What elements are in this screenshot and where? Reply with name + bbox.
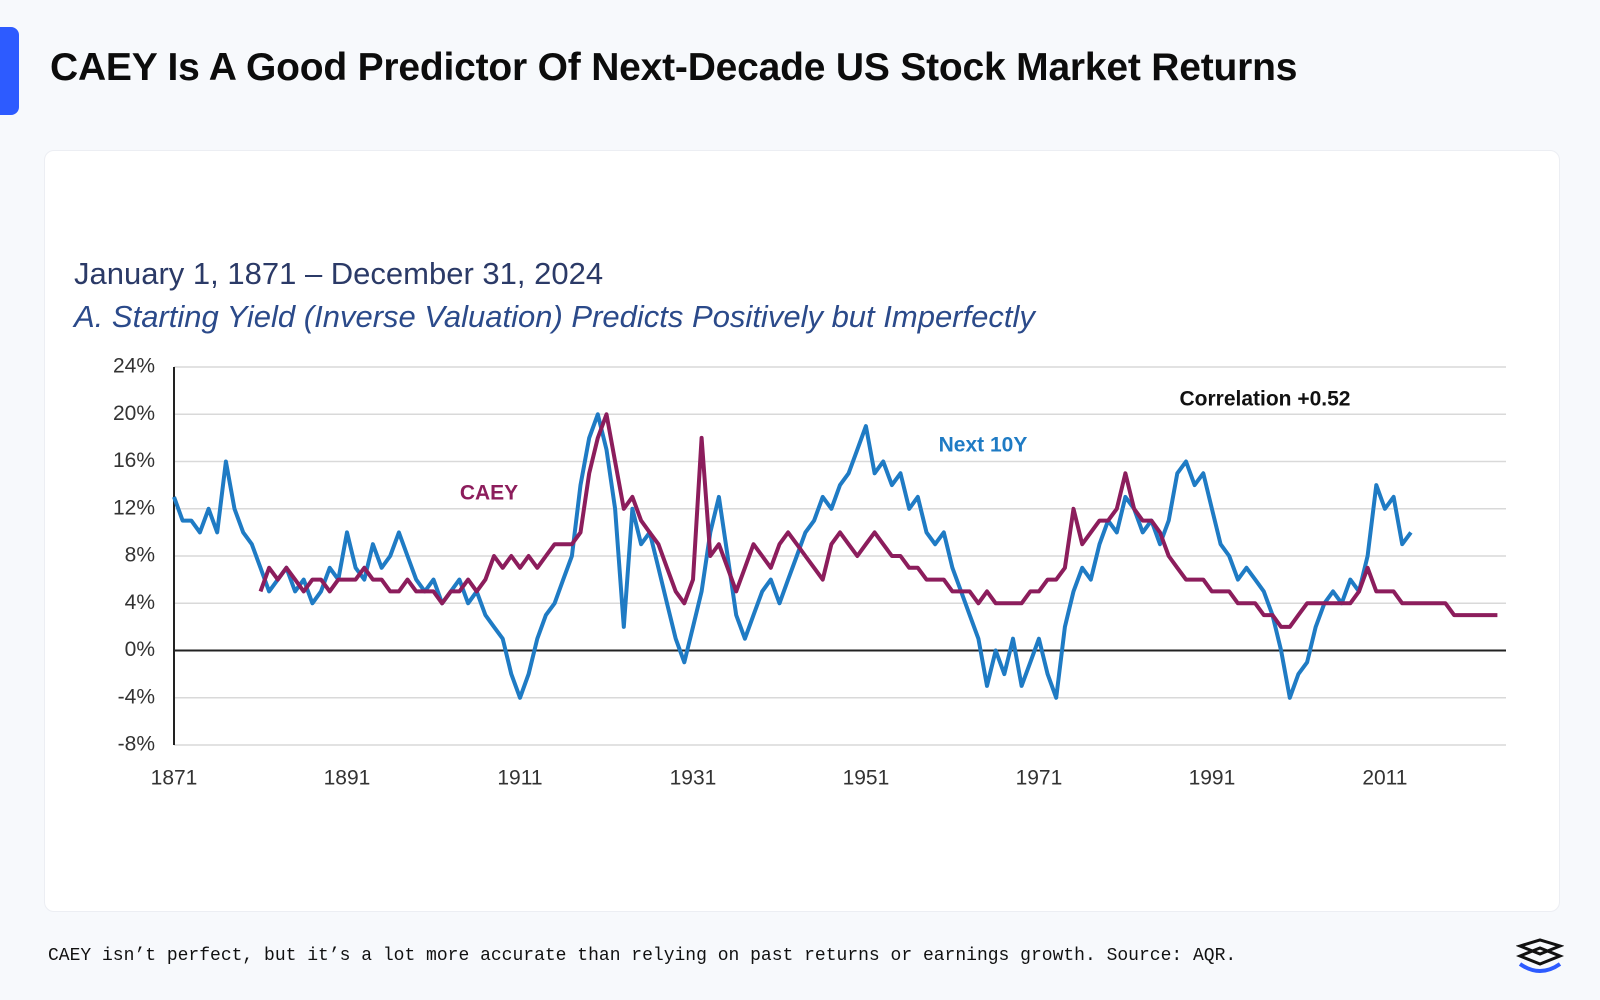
chart-card xyxy=(44,150,1560,912)
x-tick-label: 1991 xyxy=(1189,767,1236,790)
y-tick-label: -4% xyxy=(118,685,155,708)
chart-title: January 1, 1871 – December 31, 2024 xyxy=(74,256,603,291)
caption: CAEY isn’t perfect, but it’s a lot more … xyxy=(48,946,1237,966)
series-line xyxy=(172,412,1413,700)
x-tick-label: 1971 xyxy=(1016,767,1063,790)
y-tick-label: 20% xyxy=(113,402,155,425)
x-tick-label: 1931 xyxy=(670,767,717,790)
y-tick-label: -8% xyxy=(118,733,155,756)
series-line xyxy=(258,412,1498,629)
y-tick-label: 0% xyxy=(125,638,155,661)
logo xyxy=(1516,938,1564,973)
page-title: CAEY Is A Good Predictor Of Next-Decade … xyxy=(50,46,1298,89)
x-tick-label: 2011 xyxy=(1362,767,1407,790)
x-tick-label: 1951 xyxy=(843,767,890,790)
x-tick-label: 1891 xyxy=(324,767,371,790)
y-tick-label: 16% xyxy=(113,449,155,472)
series-label: CAEY xyxy=(460,482,518,505)
y-tick-label: 24% xyxy=(113,355,155,378)
y-tick-label: 12% xyxy=(113,496,155,519)
chart-subtitle: A. Starting Yield (Inverse Valuation) Pr… xyxy=(72,299,1037,334)
y-tick-label: 4% xyxy=(125,591,155,614)
annotation: Correlation +0.52 xyxy=(1180,388,1351,411)
y-tick-label: 8% xyxy=(125,544,155,567)
series-label: Next 10Y xyxy=(939,434,1028,457)
x-tick-label: 1911 xyxy=(497,767,542,790)
x-tick-label: 1871 xyxy=(151,767,198,790)
accent-bar xyxy=(0,27,19,115)
